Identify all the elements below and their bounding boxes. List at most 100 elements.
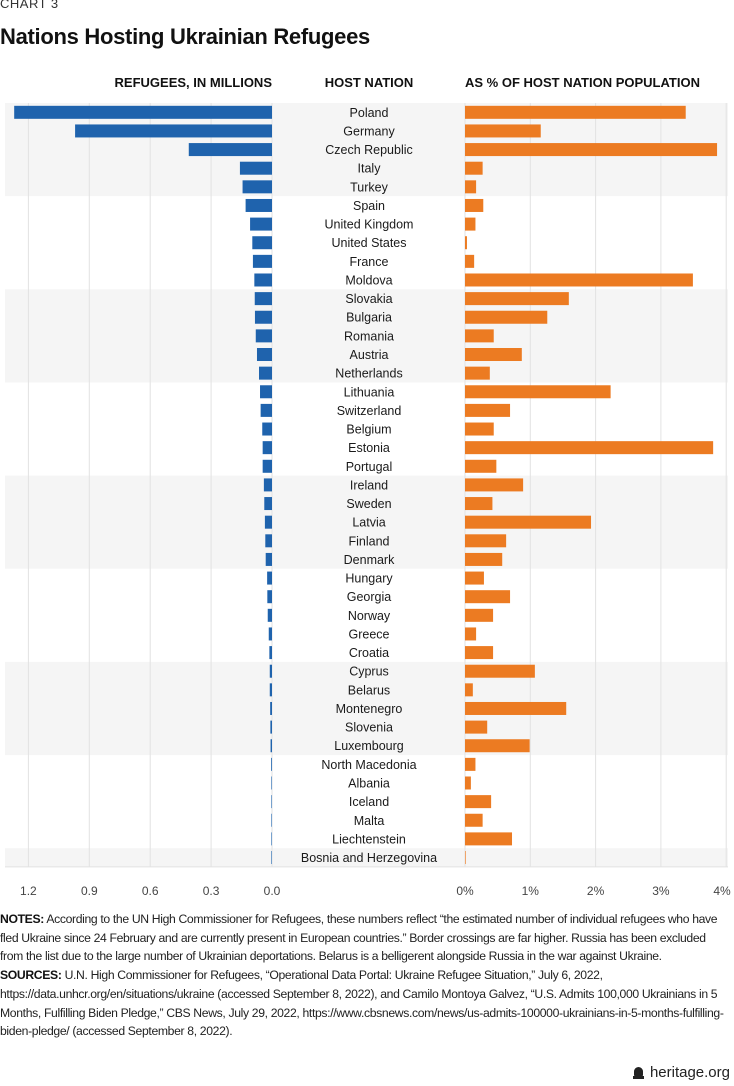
refugees-bar — [252, 254, 272, 268]
refugees-bar — [264, 497, 272, 511]
percent-bar — [465, 664, 535, 678]
host-nation-column-header: HOST NATION — [324, 75, 414, 90]
sources-label: SOURCES: — [0, 968, 62, 983]
percent-bar — [465, 608, 494, 622]
percent-bar — [465, 124, 541, 138]
refugees-bar — [271, 851, 272, 865]
percent-bar — [465, 441, 714, 455]
liberty-bell-icon — [632, 1066, 644, 1079]
refugees-bar — [252, 236, 272, 250]
chart-area: Poland Germany Czech Republic Italy Turkey Sp… — [5, 103, 731, 898]
refugees-bar — [256, 348, 272, 362]
refugees-bar — [260, 385, 272, 399]
nation-label: Montenegro — [336, 702, 403, 716]
refugees-bar — [242, 180, 272, 194]
nation-label: Romania — [344, 329, 394, 343]
refugees-bar — [259, 366, 272, 380]
refugees-bar — [262, 441, 272, 455]
nation-label: Turkey — [350, 180, 388, 194]
percent-tick-label: 1% — [522, 884, 540, 898]
percent-bar — [465, 739, 530, 753]
percent-bar — [465, 515, 592, 529]
percent-bar — [465, 236, 467, 250]
percent-bar — [465, 701, 567, 715]
nation-label: Moldova — [345, 273, 392, 287]
refugees-bars — [14, 105, 272, 865]
percent-tick-label: 4% — [713, 884, 731, 898]
heritage-logo[interactable]: heritage.org — [632, 1064, 730, 1081]
refugees-bar — [239, 161, 272, 175]
percent-bar — [465, 552, 503, 566]
refugees-bar — [265, 534, 272, 548]
refugees-bar — [269, 664, 272, 678]
percent-tick-label: 3% — [652, 884, 670, 898]
percent-bar — [465, 329, 494, 343]
nation-label: Estonia — [348, 441, 390, 455]
refugees-bar — [75, 124, 272, 138]
chart-title: Nations Hosting Ukrainian Refugees — [0, 24, 370, 49]
percent-bar — [465, 273, 693, 287]
nation-label: Germany — [343, 124, 395, 138]
nation-label: Netherlands — [335, 367, 402, 381]
percent-bar — [465, 403, 511, 417]
nation-label: Sweden — [346, 497, 391, 511]
refugees-tick-label: 0.0 — [264, 884, 281, 898]
nation-label: Georgia — [347, 590, 392, 604]
row-band — [5, 475, 728, 569]
row-band — [5, 289, 728, 383]
nation-label: United States — [331, 236, 406, 250]
nation-label: France — [350, 255, 389, 269]
percent-bar — [465, 776, 471, 790]
nation-label: Iceland — [349, 795, 389, 809]
refugees-bar — [262, 422, 272, 436]
row-band — [5, 661, 728, 756]
percent-bar — [465, 813, 483, 827]
nation-label: Cyprus — [349, 665, 389, 679]
refugees-bar — [254, 273, 272, 287]
nation-label: Slovenia — [345, 721, 393, 735]
percent-bar — [465, 497, 493, 511]
percent-bar — [465, 590, 511, 604]
refugees-tick-label: 1.2 — [20, 884, 37, 898]
refugees-bar — [271, 795, 272, 809]
percent-tick-label: 2% — [587, 884, 605, 898]
nation-label: North Macedonia — [321, 758, 416, 772]
percent-bar — [465, 198, 484, 212]
nation-label: Finland — [349, 534, 390, 548]
percent-bar — [465, 459, 497, 473]
refugees-tick-label: 0.3 — [203, 884, 220, 898]
percent-bar — [465, 180, 477, 194]
refugees-bar — [271, 832, 272, 846]
nation-label: Lithuania — [344, 385, 395, 399]
refugees-bar — [254, 310, 272, 324]
refugees-axis-ticks: 1.2 0.9 0.6 0.3 0.0 — [20, 884, 281, 898]
percent-tick-label: 0% — [456, 884, 474, 898]
percent-bar — [465, 478, 524, 492]
refugees-bar — [271, 776, 272, 790]
percent-bar — [465, 851, 466, 865]
nation-label: Spain — [353, 199, 385, 213]
chart-number: CHART 3 — [0, 0, 59, 11]
nation-label: United Kingdom — [325, 218, 414, 232]
nation-label: Czech Republic — [325, 143, 413, 157]
nation-label: Malta — [354, 814, 385, 828]
nation-label: Ireland — [350, 478, 388, 492]
percent-bars — [465, 105, 718, 865]
refugees-tick-label: 0.9 — [81, 884, 98, 898]
refugees-bar — [267, 608, 272, 622]
nation-label: Latvia — [352, 516, 385, 530]
percent-bar — [465, 161, 483, 175]
percent-bar — [465, 217, 476, 231]
nation-label: Bosnia and Herzegovina — [301, 851, 437, 865]
percent-bar — [465, 143, 718, 157]
nation-label: Bulgaria — [346, 311, 392, 325]
refugees-bar — [264, 515, 272, 529]
refugees-bar — [265, 552, 272, 566]
sources-text: U.N. High Commissioner for Refugees, “Op… — [0, 968, 724, 1039]
percent-column-header: AS % OF HOST NATION POPULATION — [465, 75, 700, 90]
refugees-bar — [269, 683, 272, 697]
percent-bar — [465, 385, 611, 399]
percent-bar — [465, 832, 513, 846]
refugees-bar — [254, 292, 272, 306]
percent-bar — [465, 534, 507, 548]
